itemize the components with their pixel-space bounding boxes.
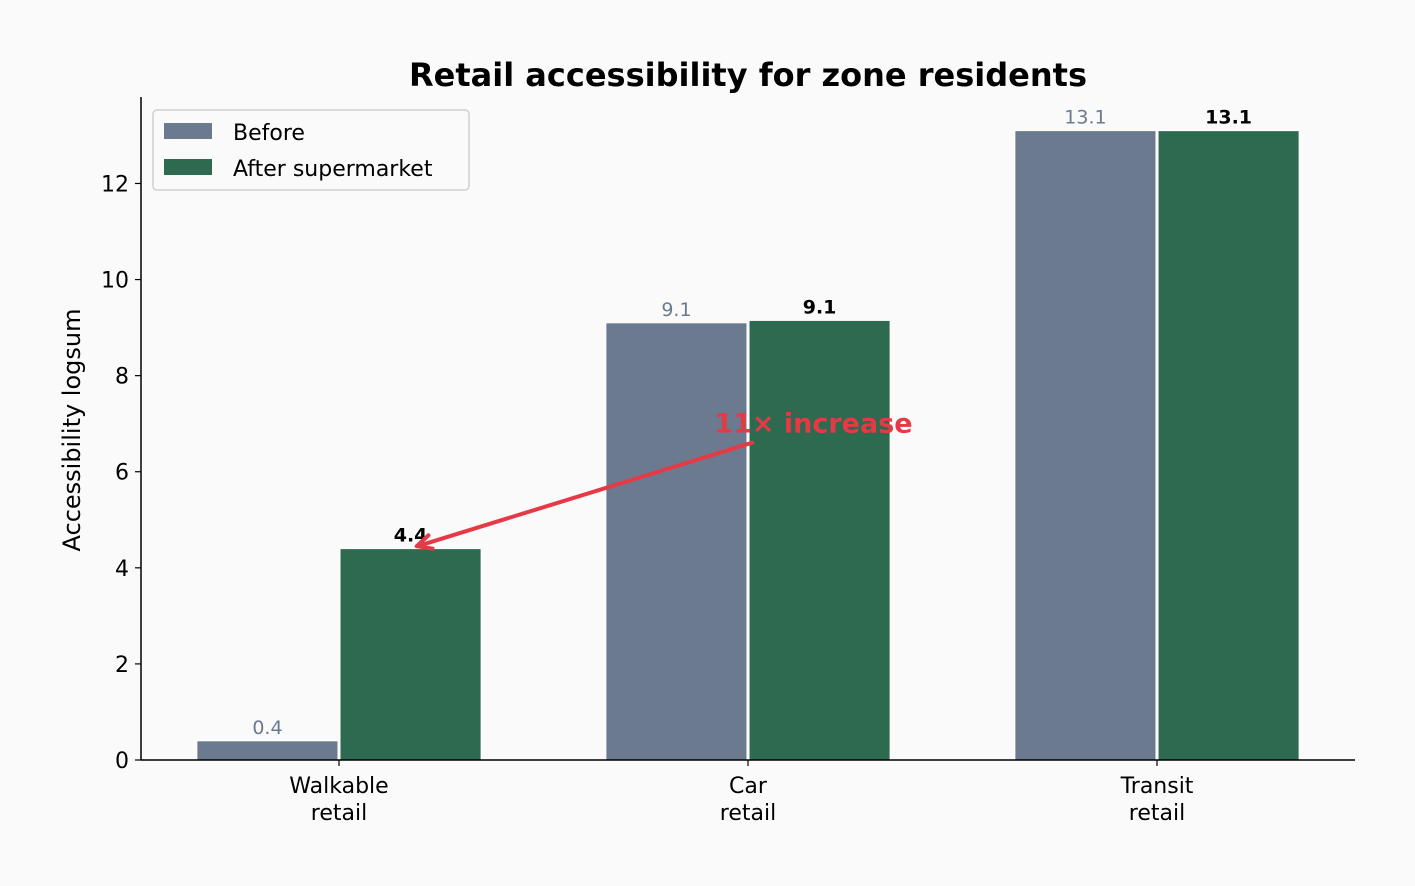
chart-title: Retail accessibility for zone residents xyxy=(409,56,1087,94)
bar-before-1 xyxy=(605,322,748,761)
value-label-before-1: 9.1 xyxy=(661,299,691,321)
legend-swatch-after xyxy=(164,159,212,175)
y-tick-label: 12 xyxy=(101,172,129,197)
y-tick-label: 2 xyxy=(115,653,129,678)
legend-swatch-before xyxy=(164,123,212,139)
x-tick-label: Car retail xyxy=(720,774,776,826)
legend-label-before: Before xyxy=(233,121,305,146)
y-tick-label: 4 xyxy=(115,557,129,582)
bar-before-2 xyxy=(1014,130,1157,761)
value-label-before-2: 13.1 xyxy=(1064,107,1106,129)
y-tick-label: 6 xyxy=(115,461,129,486)
x-tick-label: Transit retail xyxy=(1120,774,1194,826)
annotation-arrow xyxy=(418,440,755,548)
bar-after-1 xyxy=(748,319,891,761)
bar-after-0 xyxy=(339,548,482,761)
legend-label-after: After supermarket xyxy=(233,157,433,182)
annotation-text: 11× increase xyxy=(714,409,912,440)
bar-after-2 xyxy=(1157,130,1300,761)
y-tick-label: 10 xyxy=(101,269,129,294)
y-tick-label: 0 xyxy=(115,749,129,774)
value-label-after-1: 9.1 xyxy=(803,296,837,318)
bar-before-0 xyxy=(196,740,339,761)
x-tick-label: Walkable retail xyxy=(289,774,388,826)
y-tick-label: 8 xyxy=(115,365,129,390)
legend-box xyxy=(152,109,470,191)
value-label-before-0: 0.4 xyxy=(252,717,282,739)
annotation-arrowhead xyxy=(414,533,435,551)
value-label-after-0: 4.4 xyxy=(394,525,428,547)
legend: Before After supermarket xyxy=(152,109,470,191)
value-label-after-2: 13.1 xyxy=(1205,107,1252,129)
y-axis-label: Accessibility logsum xyxy=(58,309,86,552)
